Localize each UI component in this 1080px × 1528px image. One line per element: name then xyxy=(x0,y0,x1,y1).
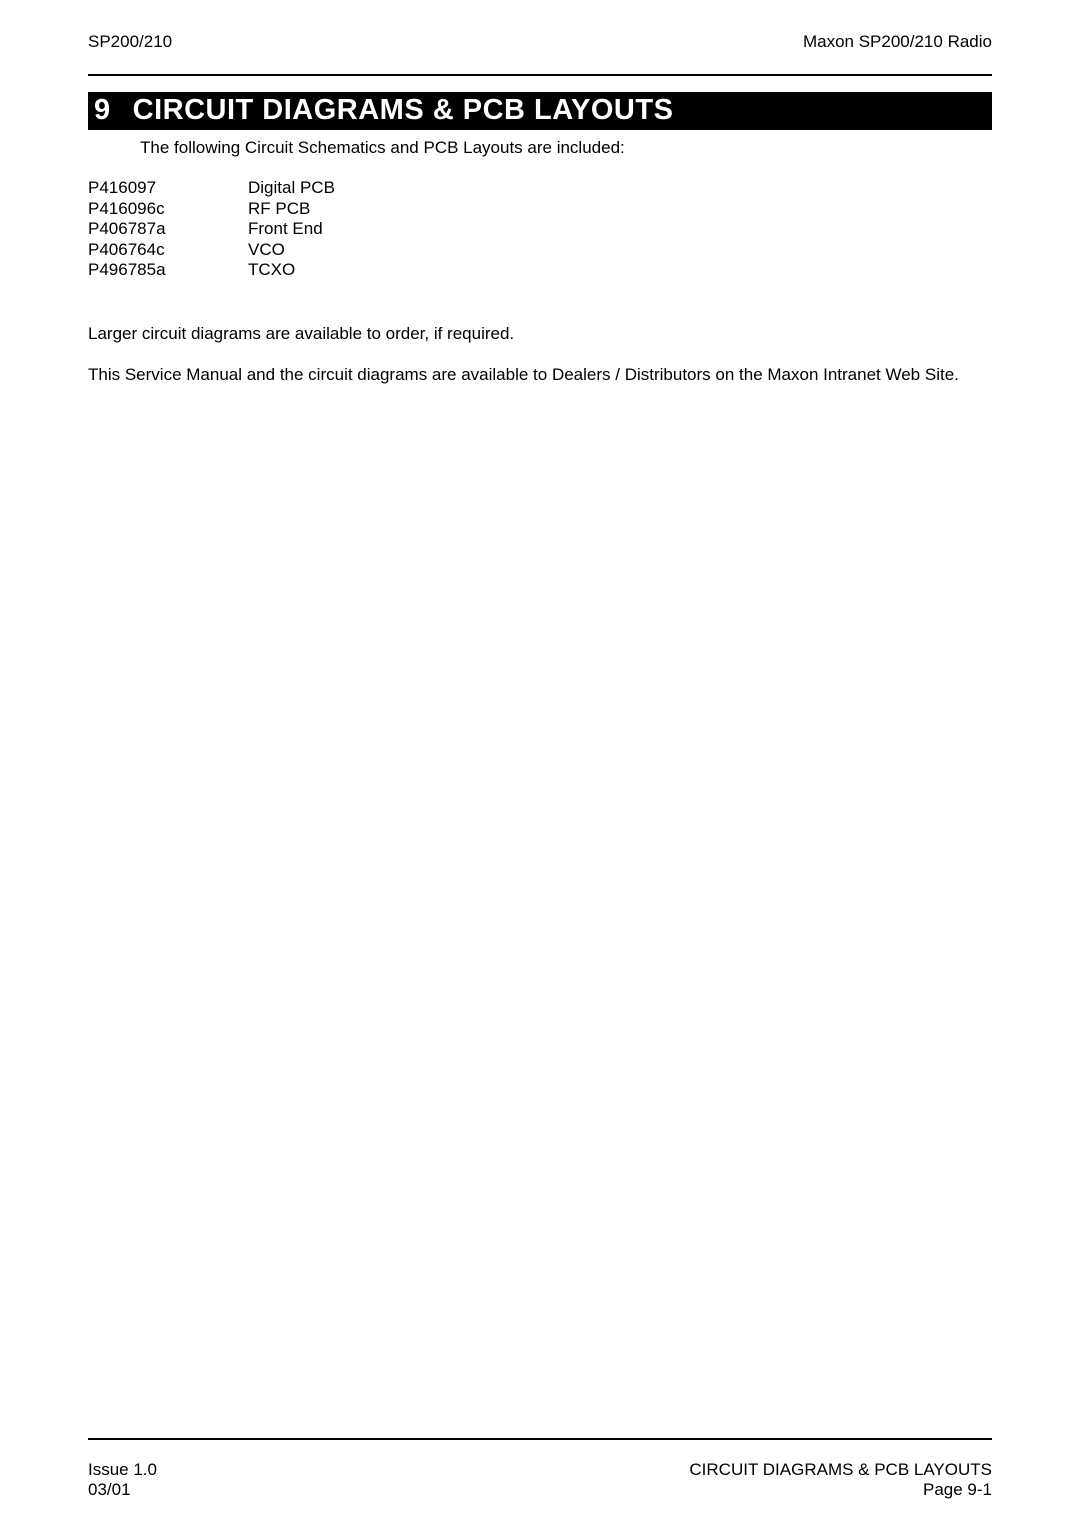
footer-page-number: Page 9-1 xyxy=(923,1480,992,1500)
manual-note: This Service Manual and the circuit diag… xyxy=(88,365,992,385)
footer-date: 03/01 xyxy=(88,1480,131,1500)
part-desc: Front End xyxy=(248,219,323,239)
footer-rule xyxy=(88,1438,992,1440)
header-right: Maxon SP200/210 Radio xyxy=(803,32,992,52)
header-left: SP200/210 xyxy=(88,32,172,52)
part-desc: Digital PCB xyxy=(248,178,335,198)
order-note: Larger circuit diagrams are available to… xyxy=(88,324,992,344)
section-number: 9 xyxy=(88,94,133,127)
table-row: P496785a TCXO xyxy=(88,260,992,280)
table-row: P406764c VCO xyxy=(88,240,992,260)
part-code: P406764c xyxy=(88,240,248,260)
intro-text: The following Circuit Schematics and PCB… xyxy=(88,138,992,158)
section-title: CIRCUIT DIAGRAMS & PCB LAYOUTS xyxy=(133,94,674,127)
table-row: P416097 Digital PCB xyxy=(88,178,992,198)
footer-section-title: CIRCUIT DIAGRAMS & PCB LAYOUTS xyxy=(689,1460,992,1480)
footer-row-2: 03/01 Page 9-1 xyxy=(88,1480,992,1500)
part-code: P416097 xyxy=(88,178,248,198)
parts-table: P416097 Digital PCB P416096c RF PCB P406… xyxy=(88,178,992,280)
footer-issue: Issue 1.0 xyxy=(88,1460,157,1480)
part-desc: TCXO xyxy=(248,260,295,280)
table-row: P416096c RF PCB xyxy=(88,199,992,219)
part-code: P496785a xyxy=(88,260,248,280)
part-code: P406787a xyxy=(88,219,248,239)
page-footer: Issue 1.0 CIRCUIT DIAGRAMS & PCB LAYOUTS… xyxy=(88,1430,992,1500)
table-row: P406787a Front End xyxy=(88,219,992,239)
footer-row-1: Issue 1.0 CIRCUIT DIAGRAMS & PCB LAYOUTS xyxy=(88,1460,992,1480)
section-banner: 9 CIRCUIT DIAGRAMS & PCB LAYOUTS xyxy=(88,92,992,130)
part-desc: RF PCB xyxy=(248,199,310,219)
header-rule xyxy=(88,74,992,76)
page: SP200/210 Maxon SP200/210 Radio 9 CIRCUI… xyxy=(0,0,1080,1528)
part-code: P416096c xyxy=(88,199,248,219)
part-desc: VCO xyxy=(248,240,285,260)
page-header: SP200/210 Maxon SP200/210 Radio xyxy=(88,30,992,52)
